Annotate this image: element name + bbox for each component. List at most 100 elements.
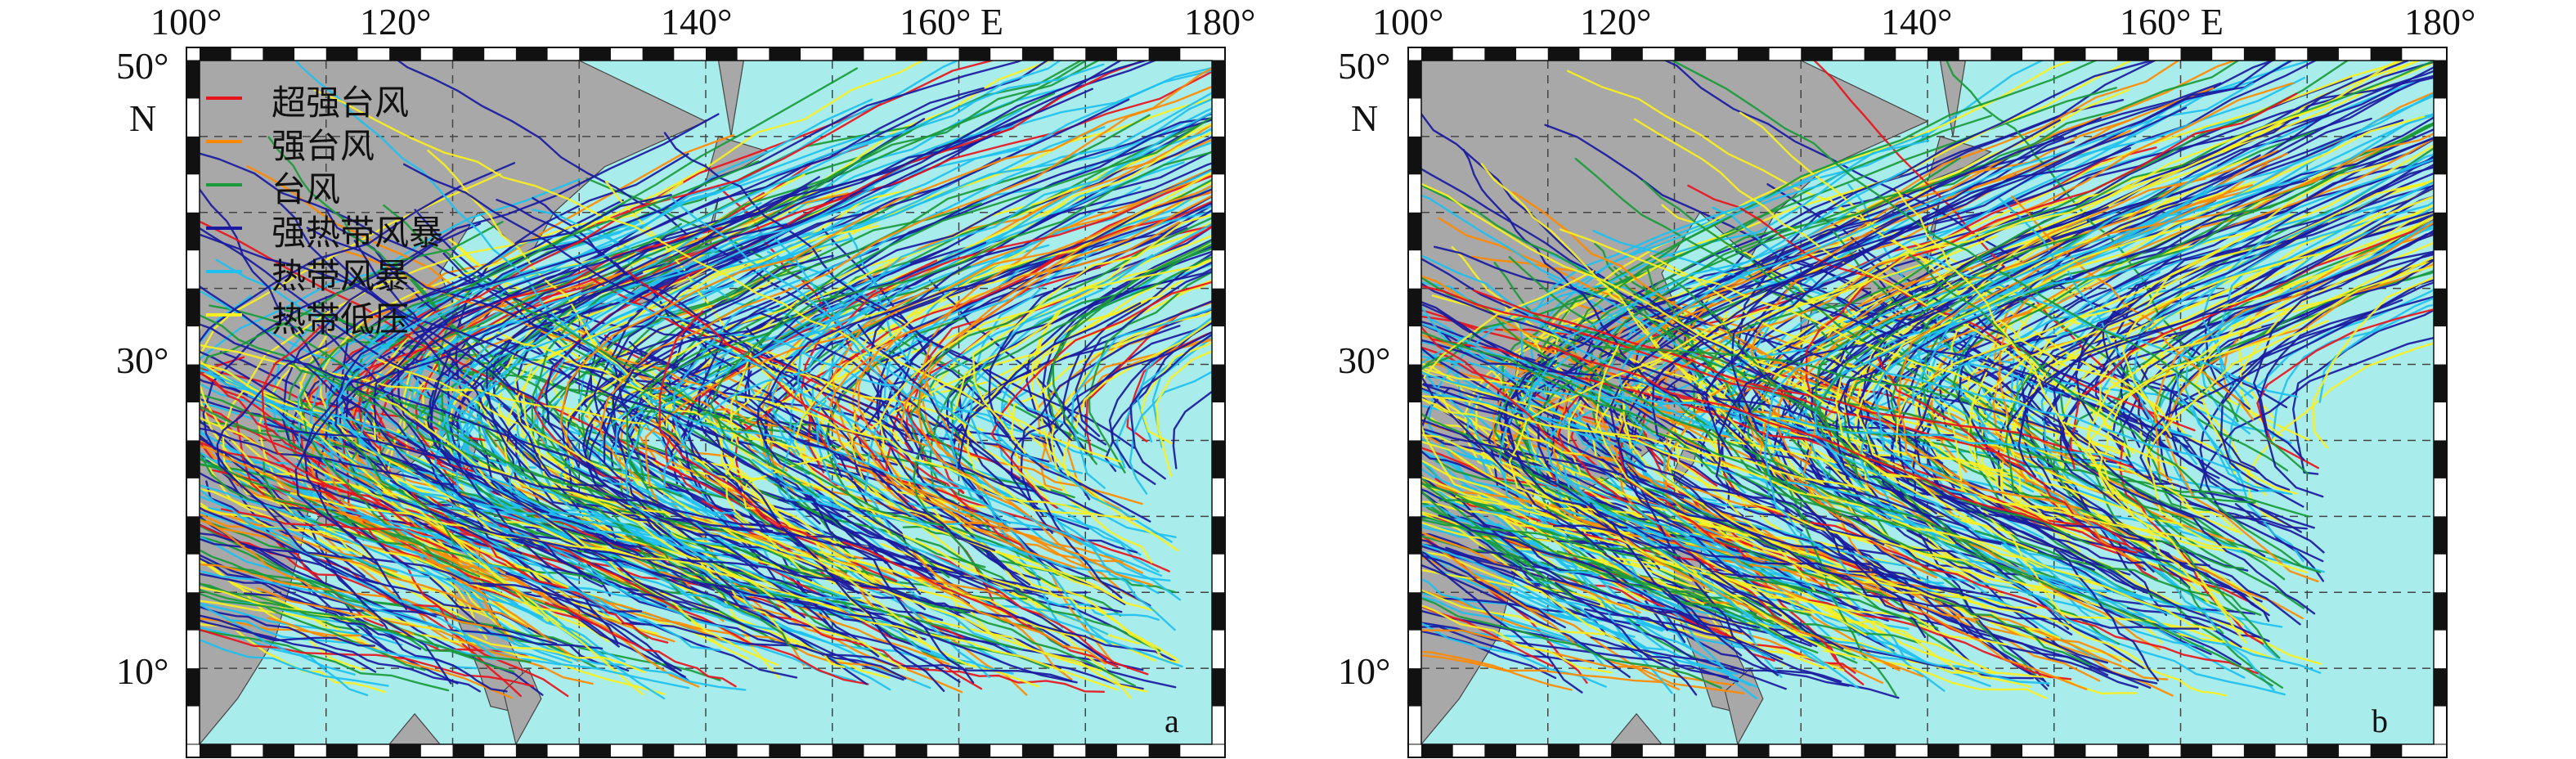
cyclone-track	[1704, 106, 2188, 529]
cyclone-track	[853, 506, 1060, 575]
lon-label-100: 100°	[150, 1, 222, 43]
cyclone-track	[670, 197, 1173, 543]
cyclone-track	[912, 551, 1073, 680]
cyclone-track	[1504, 450, 1844, 650]
legend-label: 强台风	[272, 126, 375, 166]
cyclone-track	[316, 323, 619, 644]
cyclone-track	[1421, 550, 1636, 638]
cyclone-track	[451, 499, 593, 579]
cyclone-track	[200, 605, 481, 693]
legend-label: 热带风暴	[272, 256, 410, 296]
cyclone-track	[1421, 542, 1575, 618]
cyclone-track	[373, 186, 808, 496]
cyclone-track	[1609, 146, 2132, 473]
cyclone-track	[710, 116, 1212, 498]
cyclone-track	[200, 323, 593, 469]
cyclone-track	[921, 190, 1212, 596]
frame-tick	[1212, 364, 1225, 402]
cyclone-track	[1806, 92, 2298, 438]
lon-label-100: 100°	[1372, 1, 1444, 43]
cyclone-track	[1421, 552, 1583, 694]
cyclone-track	[263, 461, 604, 586]
cyclone-track	[1421, 605, 1554, 667]
lon-label-140: 140°	[1881, 1, 1953, 43]
cyclone-track	[857, 221, 1181, 586]
frame-tick	[186, 516, 200, 555]
cyclone-track	[559, 66, 1212, 449]
lat-label-50: 50°	[1338, 45, 1391, 87]
track-layer	[200, 61, 1212, 700]
cyclone-track	[586, 497, 1148, 693]
frame-tick	[186, 364, 200, 402]
frame-tick	[389, 47, 421, 61]
cyclone-track	[663, 132, 1072, 441]
cyclone-track	[1735, 472, 2273, 687]
cyclone-track	[200, 586, 646, 673]
frame-tick	[2434, 212, 2447, 251]
cyclone-track	[1421, 604, 1613, 674]
cyclone-track	[200, 569, 690, 689]
cyclone-track	[200, 505, 566, 613]
cyclone-track	[200, 638, 389, 687]
cyclone-track	[1652, 61, 2273, 455]
cyclone-track	[1156, 350, 1212, 478]
cyclone-track	[1421, 326, 1567, 450]
cyclone-track	[644, 184, 1212, 503]
cyclone-track	[816, 387, 1034, 559]
cyclone-track	[389, 479, 667, 608]
cyclone-track	[200, 445, 550, 604]
map-frame	[186, 47, 1226, 758]
frame-tick	[515, 47, 548, 61]
cyclone-track	[684, 548, 846, 668]
cyclone-track	[2215, 200, 2434, 403]
cyclone-track	[729, 346, 1157, 613]
cyclone-track	[2005, 179, 2434, 534]
cyclone-track	[2153, 221, 2434, 482]
frame-tick	[2434, 440, 2447, 478]
frame-tick	[2243, 47, 2276, 61]
cyclone-track	[797, 127, 1212, 528]
cyclone-track	[2071, 495, 2270, 622]
cyclone-track	[612, 254, 858, 643]
cyclone-track	[1075, 270, 1212, 438]
cyclone-track	[799, 174, 1212, 448]
cyclone-track	[1699, 79, 2420, 494]
cyclone-track	[664, 315, 874, 440]
cyclone-track	[1934, 598, 2091, 666]
frame-tick	[1990, 744, 2023, 757]
cyclone-track	[1421, 622, 1730, 678]
cyclone-track	[631, 507, 1177, 662]
cyclone-track	[810, 242, 1179, 661]
cyclone-track	[533, 61, 1147, 482]
frame-inner	[199, 60, 1213, 745]
cyclone-track	[1172, 390, 1212, 469]
cyclone-track	[1821, 604, 2031, 688]
legend-label: 超强台风	[272, 83, 410, 123]
frame-tick	[1212, 516, 1225, 555]
cyclone-track	[2031, 482, 2158, 581]
frame-tick	[1801, 47, 1833, 61]
lat-label-10: 10°	[1338, 650, 1391, 692]
lat-label-n: N	[129, 97, 157, 139]
cyclone-track	[200, 233, 725, 439]
cyclone-track	[915, 537, 1161, 652]
cyclone-track	[280, 203, 545, 471]
cyclone-track	[1421, 533, 1588, 684]
frame-tick	[1408, 440, 1421, 478]
cyclone-track	[1811, 573, 2221, 629]
cyclone-track	[1038, 595, 1160, 621]
cyclone-track	[200, 563, 494, 629]
map-area	[1421, 61, 2434, 744]
frame-tick	[1408, 592, 1421, 631]
panel-letter-a: a	[1165, 703, 1179, 739]
cyclone-track	[1556, 550, 1819, 654]
cyclone-track	[1912, 164, 2218, 406]
cyclone-track	[200, 220, 898, 582]
map-panel-a: 100° 120° 140° 160° E 180° 50° N 30° 10°…	[0, 0, 1276, 759]
cyclone-track	[294, 61, 690, 429]
cyclone-track	[200, 602, 403, 646]
cyclone-track	[622, 622, 1073, 682]
cyclone-track	[1972, 282, 2289, 472]
cyclone-track	[670, 195, 1212, 485]
cyclone-track	[1421, 537, 1580, 648]
